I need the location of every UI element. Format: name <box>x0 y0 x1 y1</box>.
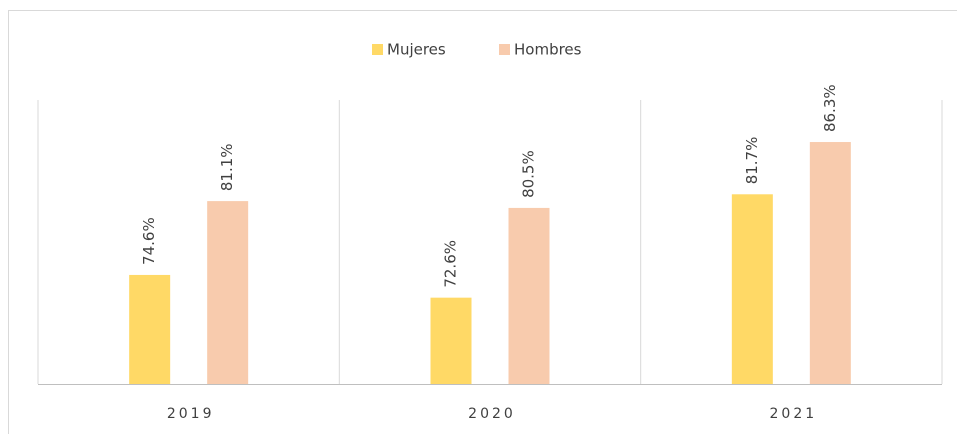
data-label: 86.3% <box>821 84 839 132</box>
legend-label: Mujeres <box>387 41 446 59</box>
legend-swatch <box>372 44 383 55</box>
x-tick-label: 2020 <box>468 406 516 422</box>
data-label: 80.5% <box>520 150 538 198</box>
bar <box>731 194 773 384</box>
bar <box>430 297 472 384</box>
x-tick-label: 2021 <box>770 406 818 422</box>
bar <box>809 142 851 384</box>
data-label: 72.6% <box>442 240 460 288</box>
bar <box>207 201 249 384</box>
legend-label: Hombres <box>514 41 582 59</box>
x-tick-label: 2019 <box>167 406 215 422</box>
chart-border <box>8 10 957 434</box>
bar <box>129 274 171 384</box>
legend-swatch <box>499 44 510 55</box>
data-label: 81.1% <box>218 143 236 191</box>
data-label: 81.7% <box>743 137 761 185</box>
bar <box>508 207 550 384</box>
data-label: 74.6% <box>140 217 158 265</box>
